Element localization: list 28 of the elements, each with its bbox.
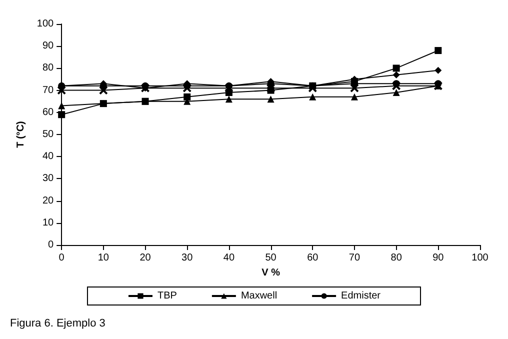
y-tick-label: 30: [42, 173, 54, 184]
y-tick-label: 70: [42, 84, 54, 96]
x-tick-label: 60: [307, 252, 319, 264]
x-tick-label: 90: [432, 252, 444, 264]
legend-label: Edmister: [341, 290, 382, 302]
x-tick-label: 50: [265, 252, 277, 264]
x-tick-label: 80: [390, 252, 402, 264]
y-tick-label: 60: [42, 106, 54, 118]
x-tick-label: 70: [348, 252, 360, 264]
y-tick-label: 100: [36, 18, 54, 30]
x-tick-label: 40: [223, 252, 235, 264]
legend-label: TBP: [157, 290, 178, 302]
x-tick-label: 0: [58, 252, 65, 264]
y-tick-label: 20: [42, 195, 54, 206]
x-tick-label: 100: [472, 252, 489, 264]
text: Figura 6. Ejemplo 3: [10, 318, 106, 330]
legend-label: Maxwell: [240, 290, 278, 302]
y-tick-label: 90: [42, 40, 54, 52]
x-tick-label: 10: [98, 252, 110, 264]
x-axis-title: V %: [262, 267, 280, 278]
y-tick-label: 0: [48, 240, 54, 250]
x-tick-label: 30: [182, 252, 194, 264]
y-tick-label: 40: [42, 151, 54, 162]
y-tick-label: 50: [42, 129, 54, 140]
x-tick-label: 20: [140, 252, 152, 264]
y-axis-title: T (°C): [16, 121, 26, 148]
y-tick-label: 10: [42, 217, 54, 228]
y-tick-label: 80: [42, 62, 54, 74]
